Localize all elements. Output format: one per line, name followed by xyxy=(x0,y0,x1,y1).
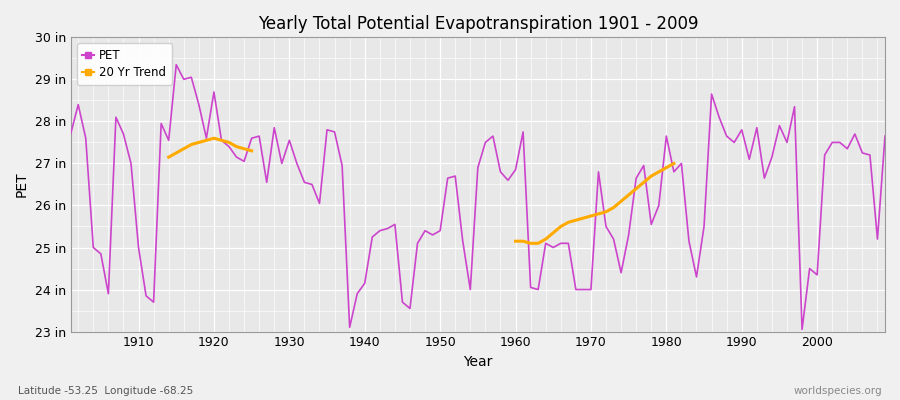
Text: worldspecies.org: worldspecies.org xyxy=(794,386,882,396)
Text: Latitude -53.25  Longitude -68.25: Latitude -53.25 Longitude -68.25 xyxy=(18,386,194,396)
X-axis label: Year: Year xyxy=(464,355,492,369)
Y-axis label: PET: PET xyxy=(15,172,29,197)
Legend: PET, 20 Yr Trend: PET, 20 Yr Trend xyxy=(76,43,172,84)
Title: Yearly Total Potential Evapotranspiration 1901 - 2009: Yearly Total Potential Evapotranspiratio… xyxy=(257,15,698,33)
